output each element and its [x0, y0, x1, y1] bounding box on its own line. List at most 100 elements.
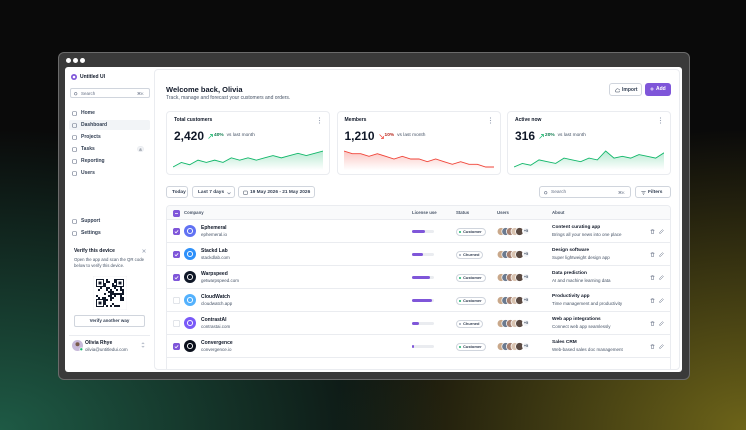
chevron-icon	[227, 191, 231, 194]
stat-change: 10%	[384, 132, 395, 138]
window-dot	[73, 58, 78, 63]
edit-icon[interactable]	[659, 229, 664, 234]
user-menu-icon[interactable]	[141, 342, 145, 348]
table-search[interactable]: Search ⌘K	[539, 186, 631, 198]
qr-cell	[114, 293, 116, 295]
checkbox[interactable]	[173, 297, 180, 304]
import-button[interactable]: Import	[609, 83, 642, 96]
company-domain: getwarpspeed.com	[201, 278, 240, 283]
company-logo	[184, 340, 196, 352]
card-menu[interactable]	[489, 117, 492, 124]
qr-cell	[106, 305, 108, 307]
nav-label: Dashboard	[81, 121, 108, 128]
qr-cell	[120, 297, 122, 299]
company-name: ContrastAI	[201, 317, 227, 323]
card-menu[interactable]	[318, 117, 321, 124]
qr-cell	[106, 279, 108, 281]
license-bar	[412, 299, 432, 302]
qr-cell	[122, 297, 124, 299]
sparkline-area	[514, 151, 664, 170]
date-range[interactable]: 19 May 2026 - 21 May 2026	[238, 186, 315, 198]
edit-icon[interactable]	[659, 321, 664, 326]
company-domain: stackdlab.com	[201, 255, 230, 260]
checkbox[interactable]	[173, 209, 180, 217]
sidebar-search[interactable]: Search ⌘K	[70, 88, 150, 98]
edit-icon[interactable]	[659, 275, 664, 280]
menu-dot	[318, 119, 321, 122]
nav-icon-shape	[72, 122, 77, 128]
delete-icon[interactable]	[650, 298, 655, 303]
table-row: Convergence convergence.io Customer +5 Sales…	[167, 335, 670, 358]
verify-button[interactable]: Verify another way	[74, 315, 145, 327]
page-title: Welcome back, Olivia	[166, 85, 243, 94]
nav-item[interactable]: Dashboard	[69, 120, 150, 130]
sparkline-line	[514, 150, 664, 168]
status-dot	[459, 345, 462, 348]
status-dot	[459, 276, 462, 279]
table-search-shortcut: ⌘K	[618, 189, 625, 195]
checkbox[interactable]	[173, 251, 180, 258]
filters-button[interactable]: Filters	[635, 186, 671, 198]
sparkline-line	[173, 150, 323, 168]
column-header: Company	[184, 210, 204, 215]
column-header: Status	[456, 210, 470, 215]
nav-item[interactable]: Reporting	[69, 156, 150, 166]
checkbox[interactable]	[173, 343, 180, 350]
add-button[interactable]: Add	[645, 83, 671, 96]
checkbox[interactable]	[173, 228, 180, 235]
logo-circle	[184, 317, 196, 329]
card-menu[interactable]	[659, 117, 662, 124]
today-button[interactable]: Today	[166, 186, 188, 198]
pencil	[659, 321, 664, 326]
qr-cell	[118, 293, 120, 295]
qr-cell	[112, 297, 114, 299]
nav-icon-shape	[72, 158, 77, 164]
checkbox[interactable]	[173, 274, 180, 281]
delete-icon[interactable]	[650, 275, 655, 280]
edit-icon[interactable]	[659, 252, 664, 257]
qr-cell	[98, 289, 100, 291]
table-row: Ephemeral ephemeral.io Customer +5 Content c…	[167, 220, 670, 243]
stat-change: 40%	[214, 132, 224, 138]
company-logo	[184, 294, 196, 306]
qr-finder	[96, 299, 104, 307]
checkbox[interactable]	[173, 320, 180, 327]
qr-cell	[104, 293, 106, 295]
menu-dot	[489, 117, 491, 119]
nav-item[interactable]: Home	[69, 108, 150, 118]
search-glass	[544, 190, 548, 194]
license-bar	[412, 345, 415, 348]
status-dot	[459, 299, 462, 302]
qr-cell	[118, 305, 120, 307]
nav-item[interactable]: Settings	[69, 228, 150, 238]
qr-cell	[112, 293, 114, 295]
stat-value: 1,210	[344, 129, 375, 143]
nav-icon	[72, 170, 77, 176]
delete-icon[interactable]	[650, 252, 655, 257]
delete-icon[interactable]	[650, 229, 655, 234]
edit-icon[interactable]	[659, 344, 664, 349]
nav-item[interactable]: Users	[69, 168, 150, 178]
search-icon	[74, 91, 78, 95]
column-header: Users	[497, 210, 509, 215]
close-x	[142, 249, 146, 253]
edit-icon[interactable]	[659, 298, 664, 303]
qr-cell	[114, 279, 116, 281]
status-badge: Churned	[456, 319, 484, 328]
delete-icon[interactable]	[650, 344, 655, 349]
about-title: Data prediction	[552, 271, 587, 276]
stat-card: Total customers 2,420 40% vs last month	[166, 111, 330, 175]
nav-item[interactable]: Support	[69, 216, 150, 226]
delete-icon[interactable]	[650, 321, 655, 326]
range-select[interactable]: Last 7 days	[192, 186, 235, 198]
checkbox-box	[173, 343, 180, 350]
nav-item[interactable]: Projects	[69, 132, 150, 142]
qr-cell	[114, 305, 116, 307]
verify-card: Verify this device Open the app and scan …	[69, 244, 150, 332]
nav-item[interactable]: Tasks 8	[69, 144, 150, 154]
qr-finder	[116, 279, 124, 287]
nav-label: Home	[81, 109, 95, 116]
close-icon[interactable]	[142, 249, 146, 253]
qr-cell	[104, 303, 106, 305]
qr-cell	[106, 289, 108, 291]
